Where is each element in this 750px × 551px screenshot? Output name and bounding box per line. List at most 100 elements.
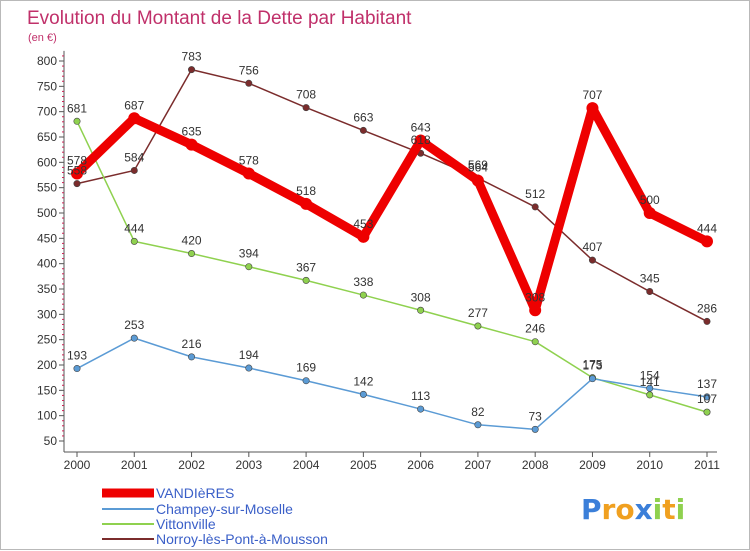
data-label: 407 [582,240,602,254]
logo-letter: o [615,493,634,526]
data-label: 420 [182,234,202,248]
data-point [417,405,425,413]
data-label: 308 [411,290,431,304]
y-tick-label: 750 [37,79,57,93]
data-point [703,408,711,416]
y-tick-label: 250 [37,333,57,347]
data-label: 82 [471,405,485,419]
data-point [588,375,596,383]
data-label: 154 [640,368,660,382]
data-point [302,377,310,385]
data-label: 113 [411,389,430,403]
data-label: 635 [182,125,202,139]
y-tick-label: 300 [37,307,57,321]
x-tick-label: 2006 [407,458,434,472]
data-point [701,235,713,248]
logo-letter: r [602,493,616,526]
y-tick-label: 200 [37,358,57,372]
data-label: 687 [124,98,144,112]
legend-label: Champey-sur-Moselle [156,501,293,517]
data-label: 246 [525,322,545,336]
data-point [646,384,654,392]
data-point [245,364,253,372]
data-point [242,167,255,180]
data-point [359,291,367,299]
y-tick-label: 450 [37,231,57,245]
y-tick-label: 800 [37,54,57,68]
data-point [359,126,367,134]
data-point [529,304,542,317]
data-label: 367 [296,260,316,274]
data-label: 783 [182,50,202,64]
data-point [245,79,253,87]
data-label: 253 [124,318,144,332]
data-point [128,112,141,125]
data-label: 444 [124,221,144,235]
data-point [586,102,599,115]
x-tick-label: 2004 [293,458,320,472]
data-point [646,391,654,399]
data-label: 175 [582,358,602,372]
x-tick-label: 2007 [465,458,492,472]
data-label: 756 [239,63,259,77]
data-point [474,421,482,429]
legend-swatch [102,508,154,510]
logo-letter: t [662,493,675,526]
data-label: 338 [353,275,373,289]
data-label: 142 [353,374,373,388]
data-point [130,166,138,174]
data-point [531,203,539,211]
chart-title: Evolution du Montant de la Dette par Hab… [27,8,412,29]
x-tick-label: 2003 [235,458,262,472]
data-point [73,117,81,125]
data-label: 394 [239,247,259,261]
data-label: 512 [525,187,545,201]
data-label: 584 [124,150,144,164]
legend-swatch [102,523,154,525]
data-label: 663 [353,110,373,124]
data-label: 194 [239,348,259,362]
series-line [76,120,708,413]
x-tick-label: 2001 [121,458,148,472]
data-point [588,256,596,264]
data-label: 681 [67,101,87,115]
y-tick-label: 350 [37,282,57,296]
y-tick-label: 50 [44,434,58,448]
data-label: 578 [67,153,87,167]
data-label: 707 [582,88,602,102]
data-point [185,138,198,151]
logo-letter: i [653,493,663,526]
data-label: 618 [411,133,431,147]
data-label: 173 [582,359,602,373]
data-point [646,288,654,296]
data-label: 277 [468,306,488,320]
y-tick-label: 500 [37,206,57,220]
series-line [76,68,708,323]
x-tick-label: 2009 [579,458,606,472]
data-label: 286 [697,301,717,315]
x-tick-label: 2002 [178,458,205,472]
logo-letter: P [581,493,602,526]
data-point [703,393,711,401]
data-label: 569 [468,158,488,172]
legend-label: Vittonville [156,516,216,532]
proxiti-logo: Proxiti [581,493,685,526]
x-tick-label: 2011 [694,458,720,472]
data-point [357,230,370,243]
data-point [300,197,313,210]
data-label: 308 [525,290,545,304]
data-point [703,317,711,325]
legend-label: Norroy-lès-Pont-à-Mousson [156,531,328,547]
data-point [471,174,484,187]
data-point [643,207,656,219]
y-tick-label: 700 [37,105,57,119]
x-tick-label: 2010 [636,458,663,472]
data-label: 107 [697,392,717,406]
data-point [73,180,81,188]
data-label: 345 [640,272,660,286]
data-point [245,263,253,271]
data-label: 708 [296,88,316,102]
data-point [414,134,427,147]
